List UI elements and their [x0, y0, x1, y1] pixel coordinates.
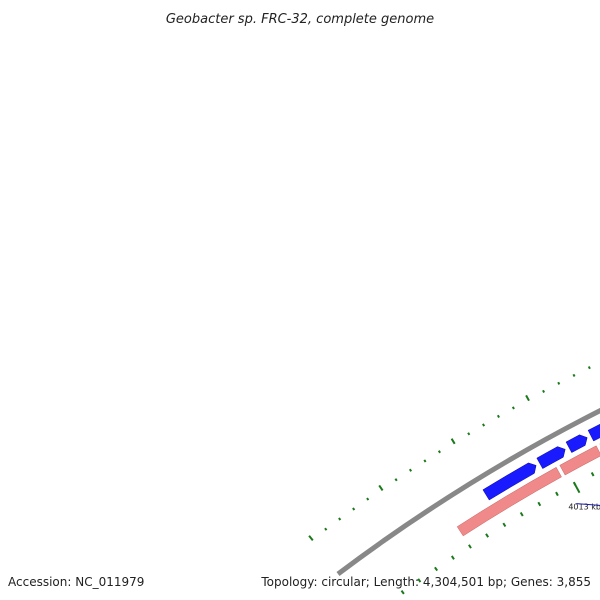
- outer-tick-dot: [408, 468, 413, 472]
- reverse-gene[interactable]: [456, 466, 562, 537]
- backbone-arc: [336, 407, 600, 576]
- inner-tick: [519, 511, 524, 517]
- forward-gene[interactable]: [482, 462, 537, 501]
- outer-tick-dot: [394, 478, 398, 482]
- outer-tick-dot: [467, 432, 471, 436]
- outer-tick-dot: [352, 507, 356, 511]
- inner-tick: [537, 501, 542, 507]
- outer-tick-dot: [423, 459, 427, 463]
- outer-tick-dot: [525, 394, 530, 402]
- forward-gene[interactable]: [587, 403, 600, 442]
- tick-label: 4013 kbp: [568, 503, 600, 512]
- outer-tick-dot: [557, 381, 561, 385]
- inner-scale-ticks: 4013 kbp4014 kbp4015 kbp4016 kbp4017 kbp…: [400, 472, 600, 595]
- inner-tick: [417, 578, 422, 583]
- map-title: Geobacter sp. FRC-32, complete genome: [166, 12, 434, 27]
- outer-tick-dot: [511, 406, 515, 410]
- outer-tick-dot: [482, 423, 486, 427]
- inner-tick: [468, 544, 472, 549]
- outer-tick-dot: [496, 414, 500, 419]
- inner-tick: [590, 472, 595, 477]
- inner-tick: [485, 533, 490, 538]
- outer-tick-dots: [308, 366, 591, 542]
- forward-gene[interactable]: [536, 446, 566, 469]
- genome-summary-text: Topology: circular; Length: 4,304,501 bp…: [260, 575, 591, 589]
- outer-tick-dot: [308, 535, 314, 542]
- outer-tick-dot: [572, 373, 576, 377]
- inner-tick: [502, 522, 507, 528]
- major-tick: [572, 481, 581, 494]
- inner-tick: [555, 491, 559, 497]
- accession-text: Accession: NC_011979: [8, 575, 144, 589]
- outer-tick-dot: [450, 438, 456, 445]
- reverse-strand-genes: [456, 443, 600, 537]
- outer-tick-dot: [378, 484, 384, 491]
- outer-tick-dot: [437, 450, 441, 454]
- forward-gene[interactable]: [565, 434, 588, 453]
- reverse-gene[interactable]: [559, 445, 600, 476]
- backbone-ring: [336, 407, 600, 576]
- inner-tick: [450, 555, 455, 560]
- outer-tick-dot: [587, 366, 591, 370]
- inner-tick: [434, 566, 439, 572]
- outer-tick-dot: [338, 517, 342, 521]
- outer-tick-dot: [324, 527, 328, 531]
- forward-strand-genes: [482, 403, 600, 501]
- outer-tick-dot: [542, 389, 545, 393]
- gene-label-leader: [576, 503, 600, 506]
- outer-tick-dot: [366, 497, 370, 501]
- inner-tick: [400, 590, 405, 595]
- gene-labels: rplPrpsCrplVrpsSrplBrplWrplDrplCrpsJGeob…: [576, 503, 600, 520]
